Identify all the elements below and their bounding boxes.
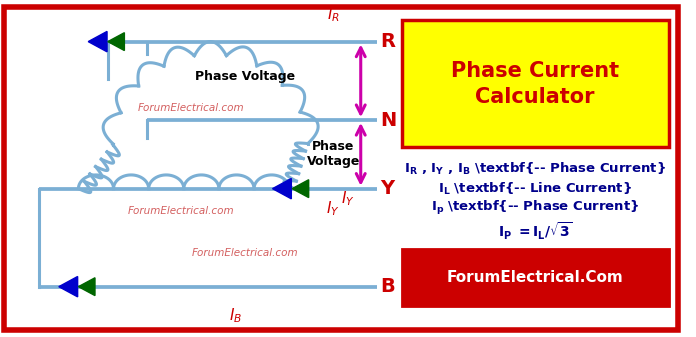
- Text: ForumElectrical.com: ForumElectrical.com: [192, 248, 299, 258]
- Text: $I_Y$: $I_Y$: [326, 199, 340, 218]
- Text: B: B: [380, 277, 395, 296]
- Polygon shape: [292, 180, 309, 197]
- Text: N: N: [380, 111, 397, 129]
- Text: ForumElectrical.com: ForumElectrical.com: [138, 103, 244, 113]
- Text: $I_Y$: $I_Y$: [341, 189, 355, 208]
- Text: $\mathbf{I_L}$ \textbf{-- Line Current}: $\mathbf{I_L}$ \textbf{-- Line Current}: [438, 181, 632, 197]
- Polygon shape: [108, 33, 125, 51]
- Text: Phase Voltage: Phase Voltage: [195, 70, 295, 83]
- Text: R: R: [380, 32, 395, 51]
- Polygon shape: [59, 276, 78, 297]
- Text: $I_R$: $I_R$: [327, 6, 340, 25]
- FancyBboxPatch shape: [402, 249, 669, 306]
- Text: Phase
Voltage: Phase Voltage: [307, 140, 360, 168]
- Text: $I_B$: $I_B$: [229, 307, 242, 326]
- Polygon shape: [79, 278, 95, 296]
- Text: ForumElectrical.Com: ForumElectrical.Com: [447, 270, 624, 285]
- Polygon shape: [88, 31, 107, 52]
- Text: Y: Y: [380, 179, 395, 198]
- FancyBboxPatch shape: [402, 20, 669, 148]
- Text: $\mathbf{I_P}$ $\mathbf{= I_L/\sqrt{3}}$: $\mathbf{I_P}$ $\mathbf{= I_L/\sqrt{3}}$: [498, 221, 573, 242]
- Polygon shape: [273, 179, 292, 199]
- Text: $\mathbf{I_p}$ \textbf{-- Phase Current}: $\mathbf{I_p}$ \textbf{-- Phase Current}: [431, 199, 640, 217]
- Text: ForumElectrical.com: ForumElectrical.com: [128, 206, 235, 216]
- Text: Phase Current
Calculator: Phase Current Calculator: [451, 61, 619, 106]
- Text: $\mathbf{I_R}$ , $\mathbf{I_Y}$ , $\mathbf{I_B}$ \textbf{-- Phase Current}: $\mathbf{I_R}$ , $\mathbf{I_Y}$ , $\math…: [404, 161, 666, 177]
